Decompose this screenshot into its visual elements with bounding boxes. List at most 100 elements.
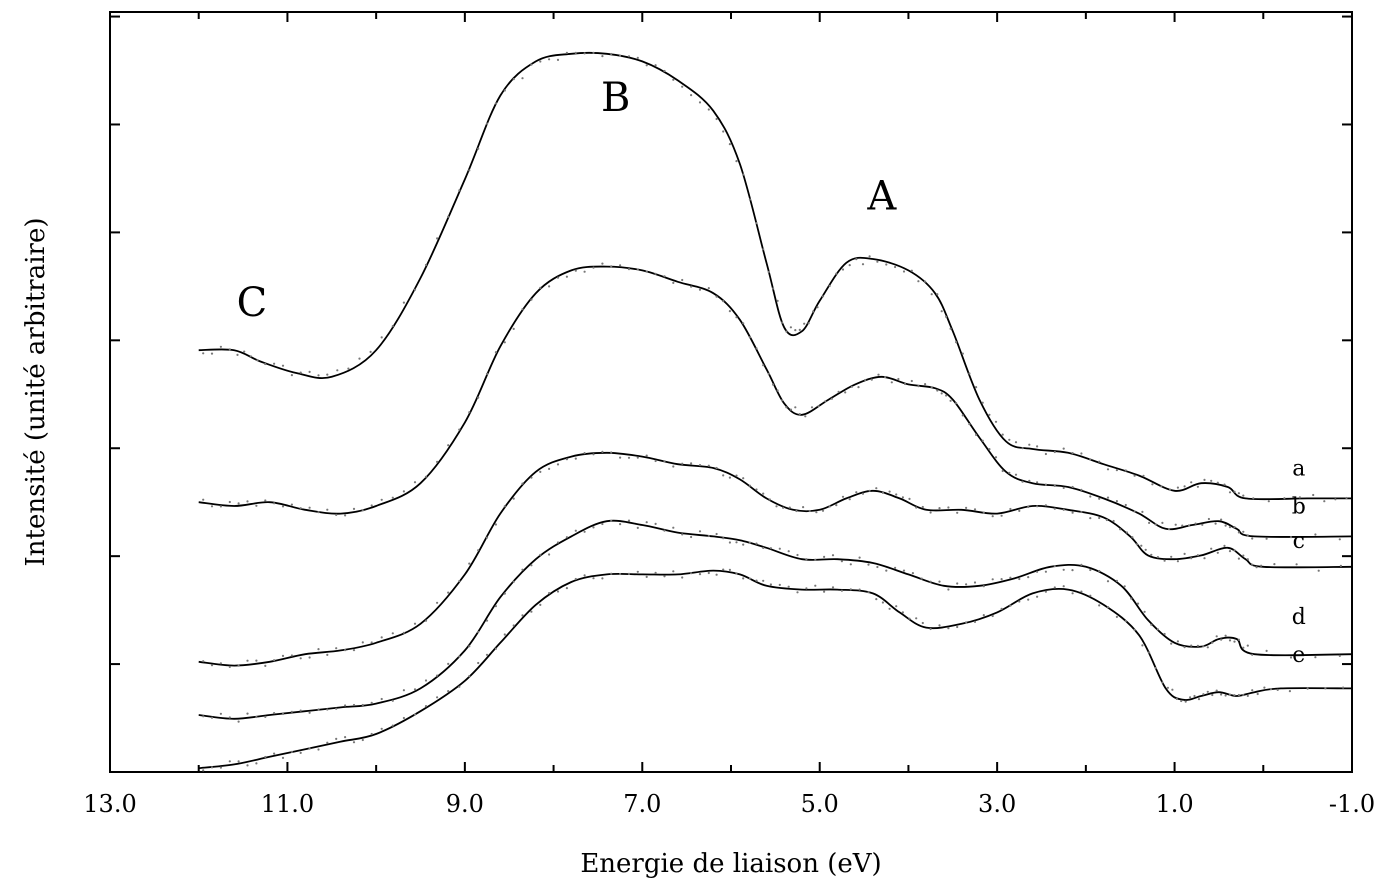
data-point-c: [690, 462, 693, 465]
data-point-d: [1237, 638, 1240, 641]
data-point-d: [858, 556, 861, 559]
data-point-a: [210, 352, 214, 355]
data-point-e: [380, 727, 383, 730]
data-point-d: [1163, 632, 1166, 636]
data-point-c: [326, 653, 329, 657]
data-point-a: [940, 310, 943, 313]
data-point-c: [424, 619, 428, 622]
data-point-c: [1125, 531, 1128, 534]
data-point-c: [715, 466, 718, 470]
data-point-e: [1062, 585, 1065, 588]
curve-label-b: b: [1292, 495, 1306, 520]
data-point-a: [645, 64, 648, 67]
data-point-a: [447, 215, 450, 218]
data-point-b: [698, 288, 702, 291]
data-point-c: [929, 511, 932, 514]
data-point-c: [1036, 505, 1039, 508]
data-point-d: [755, 542, 758, 545]
data-point-a: [299, 371, 302, 374]
data-point-c: [1237, 557, 1240, 560]
data-point-d: [1089, 568, 1092, 572]
data-point-e: [619, 572, 622, 576]
data-point-a: [1228, 491, 1232, 494]
data-point-c: [539, 470, 542, 473]
data-point-c: [210, 664, 214, 667]
data-point-a: [243, 350, 246, 353]
data-point-d: [690, 535, 693, 539]
data-point-a: [530, 63, 533, 66]
data-point-e: [840, 589, 844, 592]
data-point-b: [255, 504, 258, 507]
data-point-a: [1242, 494, 1245, 497]
data-point-e: [1124, 619, 1127, 623]
data-point-e: [690, 572, 693, 575]
data-point-b: [1224, 524, 1227, 527]
data-point-d: [1233, 640, 1236, 643]
data-point-e: [548, 592, 551, 595]
data-point-b: [436, 460, 439, 463]
data-point-c: [1112, 519, 1115, 523]
data-point-e: [246, 764, 249, 767]
data-point-d: [1228, 639, 1232, 642]
data-point-b: [798, 413, 801, 416]
data-point-d: [1150, 623, 1153, 626]
data-point-b: [762, 364, 765, 367]
data-point-b: [619, 264, 622, 267]
data-point-b: [335, 513, 338, 517]
data-point-c: [402, 631, 405, 634]
data-point-a: [698, 101, 702, 104]
data-point-b: [961, 414, 964, 417]
data-point-c: [901, 496, 905, 499]
data-point-e: [831, 586, 835, 589]
data-point-c: [1216, 551, 1219, 554]
data-point-b: [722, 300, 725, 303]
data-point-c: [619, 456, 622, 459]
data-point-e: [413, 713, 417, 716]
data-point-d: [1251, 653, 1254, 656]
data-point-a: [1089, 458, 1092, 461]
data-point-b: [1207, 517, 1210, 521]
data-point-b: [877, 373, 880, 376]
data-point-e: [938, 624, 941, 627]
data-point-c: [299, 657, 302, 660]
data-point-a: [380, 336, 383, 339]
data-point-e: [299, 751, 302, 755]
x-axis-ticks: 13.0 11.0 9.0 7.0 5.0 3.0 1.0 -1.0: [83, 12, 1375, 818]
data-point-b: [1187, 524, 1191, 527]
data-point-a: [1115, 469, 1118, 472]
data-point-b: [1194, 522, 1197, 525]
data-point-a: [968, 372, 971, 375]
data-point-a: [1210, 479, 1213, 482]
data-point-b: [1181, 524, 1184, 527]
data-point-d: [402, 689, 405, 692]
data-point-d: [592, 526, 595, 529]
data-point-b: [917, 385, 920, 388]
data-point-b: [940, 392, 943, 395]
data-point-b: [370, 504, 373, 507]
data-point-d: [894, 566, 897, 570]
data-point-d: [610, 519, 613, 523]
data-point-b: [672, 281, 675, 284]
data-point-b: [690, 285, 693, 288]
data-point-c: [1135, 543, 1138, 546]
data-point-a: [219, 345, 222, 348]
data-point-a: [917, 280, 920, 283]
data-point-a: [1183, 485, 1186, 488]
data-point-c: [663, 460, 666, 463]
data-point-e: [973, 620, 977, 624]
data-point-b: [663, 275, 666, 278]
data-point-b: [975, 433, 978, 436]
data-point-e: [805, 587, 808, 590]
data-point-a: [1021, 447, 1024, 450]
data-point-e: [1148, 651, 1151, 654]
data-point-d: [1036, 570, 1039, 573]
data-point-e: [1276, 688, 1279, 692]
data-point-a: [391, 325, 394, 328]
data-point-e: [1189, 696, 1192, 699]
data-point-b: [210, 505, 214, 508]
data-point-b: [1036, 481, 1039, 484]
data-point-b: [654, 272, 657, 275]
data-point-e: [494, 647, 497, 650]
data-point-c: [413, 622, 417, 625]
